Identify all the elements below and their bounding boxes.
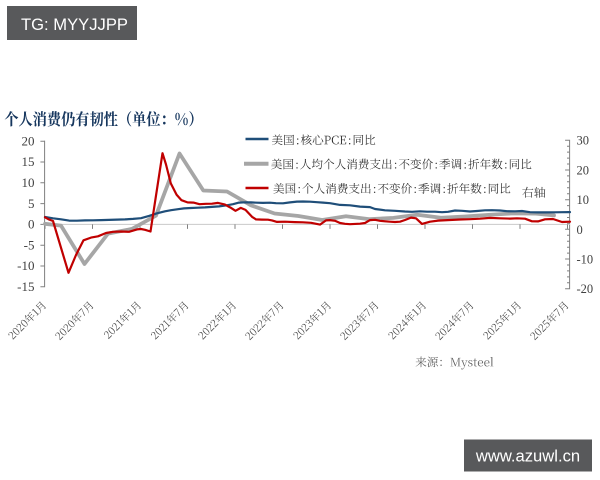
svg-text:-10: -10: [17, 258, 34, 273]
svg-text:0: 0: [577, 223, 583, 237]
svg-text:5: 5: [28, 196, 35, 211]
svg-text:-15: -15: [17, 279, 34, 294]
svg-text:-5: -5: [24, 237, 35, 252]
svg-text:TG: MYYJJPP: TG: MYYJJPP: [21, 15, 128, 34]
svg-text:20: 20: [22, 133, 35, 148]
svg-text:30: 30: [577, 134, 590, 148]
svg-text:0: 0: [28, 217, 35, 232]
svg-text:20: 20: [577, 163, 590, 177]
svg-text:-10: -10: [577, 252, 594, 266]
svg-text:15: 15: [22, 154, 35, 169]
svg-text:-20: -20: [577, 282, 594, 296]
svg-text:www.azuwl.cn: www.azuwl.cn: [475, 447, 580, 466]
svg-text:10: 10: [577, 193, 590, 207]
svg-text:10: 10: [22, 175, 35, 190]
